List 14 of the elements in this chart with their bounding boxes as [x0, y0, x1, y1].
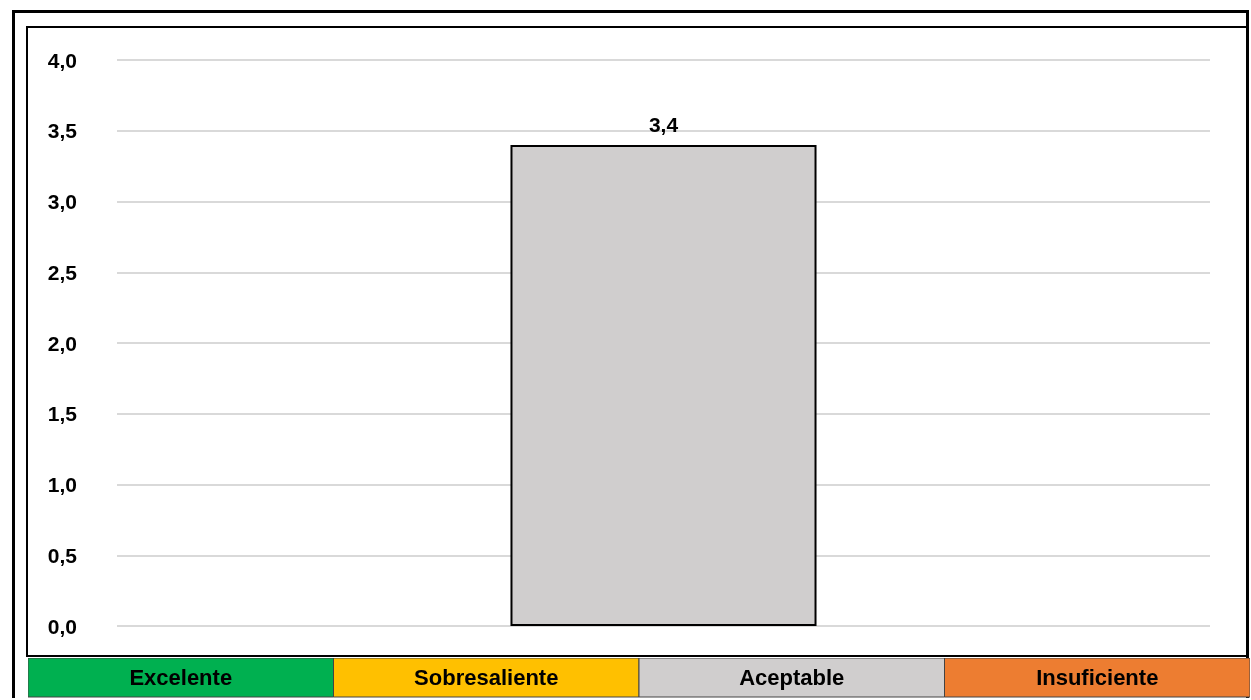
y-tick-label: 3,0 — [47, 190, 77, 213]
data-label: 3,4 — [648, 112, 679, 136]
y-tick-label: 2,0 — [47, 331, 77, 355]
category-label: Aceptable — [739, 665, 845, 690]
category-label: Excelente — [129, 665, 233, 690]
y-tick-label: 0,0 — [47, 614, 77, 638]
y-tick-label: 1,5 — [47, 402, 78, 426]
y-tick-label: 0,5 — [47, 543, 78, 567]
y-tick-label: 4,0 — [47, 48, 77, 72]
y-tick-label: 3,5 — [47, 119, 78, 143]
category-label: Insuficiente — [1036, 665, 1159, 690]
y-tick-label: 2,5 — [47, 260, 78, 284]
y-tick-label: 1,0 — [47, 473, 77, 496]
category-label: Sobresaliente — [414, 665, 559, 690]
